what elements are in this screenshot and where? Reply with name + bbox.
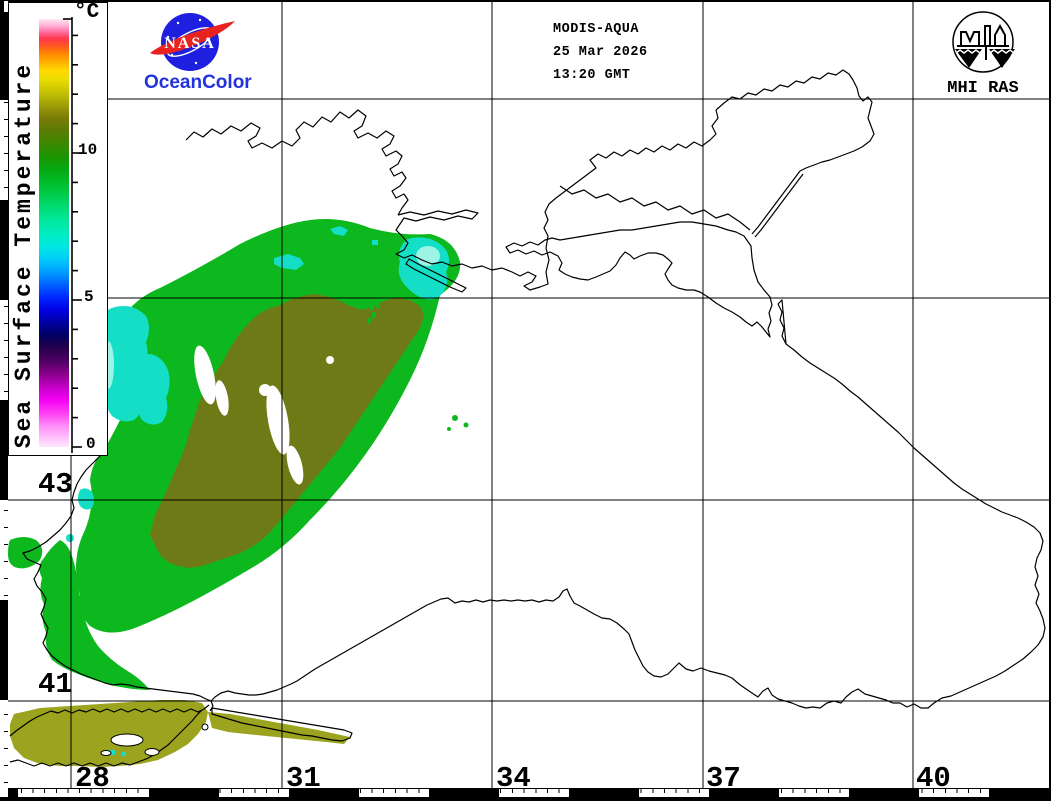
islands — [100, 723, 209, 756]
colorbar-title: Sea Surface Temperature — [11, 61, 37, 449]
frame-right-edge — [1049, 0, 1051, 797]
lon-label-40: 40 — [916, 762, 951, 795]
colorbar-gradient-axis — [39, 17, 82, 453]
frame-top-edge — [0, 0, 1051, 2]
coastline — [9, 69, 1046, 767]
oceancolor-label: OceanColor — [144, 72, 252, 93]
sensor-name: MODIS-AQUA — [553, 22, 640, 37]
acquisition-date: 25 Mar 2026 — [553, 45, 648, 60]
acquisition-time: 13:20 GMT — [553, 68, 631, 83]
nasa-logo-icon: NASA — [150, 13, 235, 71]
map-border-left-inner — [4, 0, 8, 788]
mhi-ras-label: MHI RAS — [947, 79, 1019, 98]
lon-label-31: 31 — [286, 762, 321, 795]
lat-label-43: 43 — [38, 468, 73, 501]
bottom-black-bar — [0, 797, 1051, 801]
svg-text:NASA: NASA — [164, 35, 216, 52]
lon-label-28: 28 — [75, 762, 110, 795]
colorbar-tick-5: 5 — [84, 288, 94, 306]
colorbar-tick-0: 0 — [86, 435, 96, 453]
colorbar-unit-label: °C — [74, 1, 100, 24]
lon-label-34: 34 — [496, 762, 531, 795]
colorbar-legend — [8, 2, 108, 456]
graticule — [8, 2, 1049, 788]
lat-label-41: 41 — [38, 668, 73, 701]
colorbar-tick-10: 10 — [78, 141, 98, 159]
lon-label-37: 37 — [706, 762, 741, 795]
mhi-ras-logo-icon — [952, 11, 1015, 73]
